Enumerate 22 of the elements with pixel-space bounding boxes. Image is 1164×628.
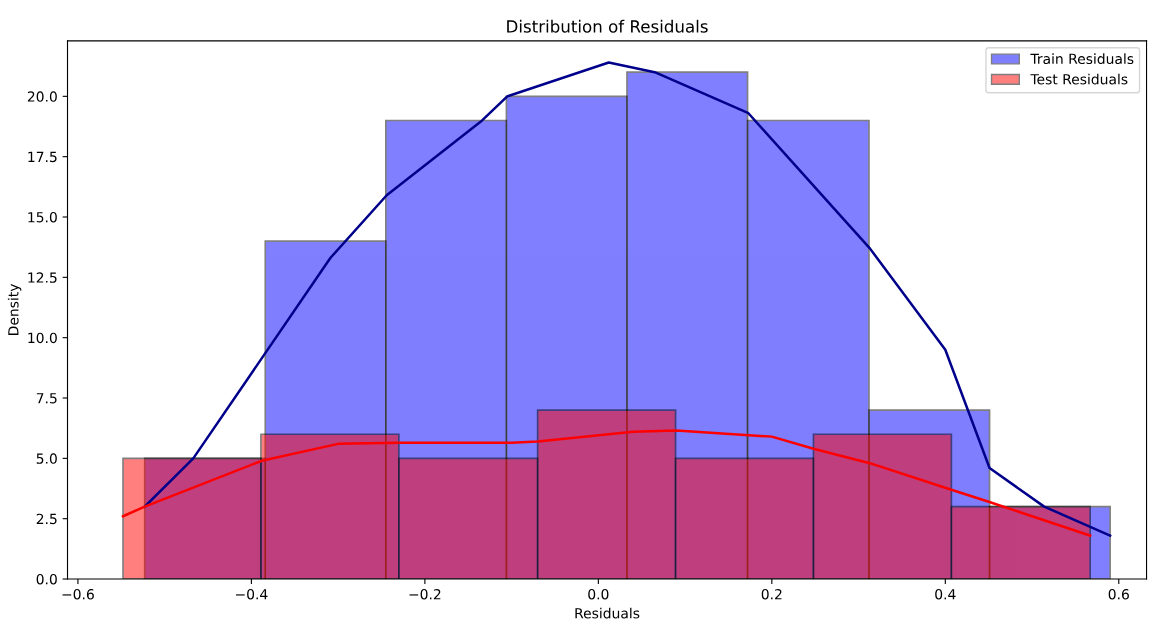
legend-label: Train Residuals (1030, 53, 1134, 65)
y-tick-label: 15.0 (28, 211, 57, 223)
x-tick-label: 0.6 (1108, 588, 1129, 600)
y-tick-label: 0.0 (36, 573, 57, 585)
line-series (121, 429, 1092, 537)
y-tick-label: 5.0 (36, 453, 57, 464)
x-tick-label: −0.4 (236, 588, 268, 600)
x-tick-label: −0.2 (409, 588, 441, 600)
y-tick-label: 17.5 (28, 151, 57, 163)
y-tick-label: 10.0 (28, 332, 57, 344)
x-axis-title: Residuals (575, 607, 640, 619)
y-tick-label: 20.0 (27, 91, 57, 102)
y-tick-label: 2.5 (36, 513, 57, 525)
x-tick-label: 0.2 (761, 588, 782, 600)
y-tick-label: 12.5 (28, 272, 57, 283)
x-tick-label: 0.0 (588, 588, 609, 600)
x-tick-label: −0.6 (62, 588, 94, 600)
legend-label: Test Residuals (1030, 73, 1128, 85)
chart-title: Distribution of Residuals (507, 19, 708, 33)
y-axis-title: Density (7, 283, 22, 335)
y-tick-label: 7.5 (36, 393, 57, 404)
x-tick-label: 0.4 (935, 588, 956, 600)
